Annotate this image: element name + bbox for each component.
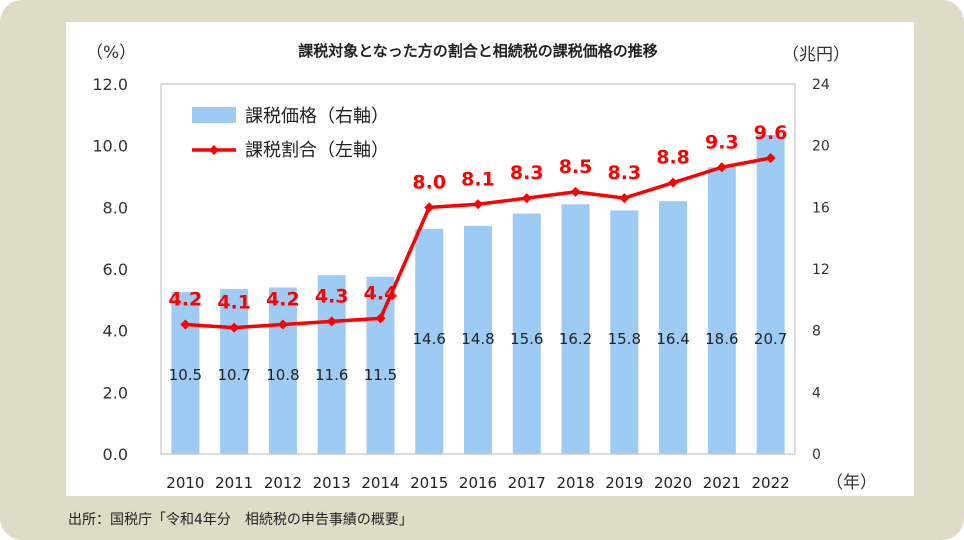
- x-tick-label: 2017: [508, 474, 546, 492]
- line-point-2011: [229, 322, 240, 333]
- chart-title: 課税対象となった方の割合と相続税の課税価格の推移: [298, 42, 658, 60]
- bar-value-label: 10.8: [266, 366, 299, 384]
- line-point-2021: [716, 162, 727, 173]
- bar-2020: [659, 201, 688, 454]
- line-value-label: 9.3: [705, 131, 739, 153]
- bar-2012: [268, 287, 297, 454]
- bar-value-label: 16.4: [656, 330, 689, 348]
- legend-line-label: 課税割合（左軸）: [245, 140, 389, 161]
- bar-value-label: 11.5: [364, 366, 397, 384]
- x-tick-label: 2010: [166, 474, 204, 492]
- x-tick-label: 2015: [410, 474, 448, 492]
- line-point-2016: [473, 199, 483, 210]
- line-value-label: 8.5: [559, 156, 593, 178]
- line-point-2017: [521, 193, 532, 204]
- line-value-label: 8.3: [510, 162, 544, 184]
- line-point-2014: [375, 313, 386, 324]
- bar-2017: [512, 213, 541, 454]
- line-value-label: 8.8: [656, 147, 690, 169]
- bar-2011: [220, 289, 249, 454]
- right-axis-unit: （兆円）: [782, 45, 850, 65]
- left-tick-label: 4.0: [103, 322, 128, 341]
- line-value-label: 4.2: [169, 289, 203, 311]
- legend-line-marker: [209, 145, 219, 155]
- right-tick-label: 8: [812, 324, 821, 340]
- line-value-label: 4.1: [217, 292, 251, 314]
- x-tick-label: 2013: [313, 474, 351, 492]
- x-axis-unit: （年）: [826, 473, 877, 493]
- line-value-label: 9.6: [754, 122, 788, 144]
- line-point-2020: [668, 177, 679, 188]
- bar-2018: [561, 204, 590, 454]
- bar-2013: [317, 275, 346, 454]
- line-point-2019: [619, 193, 630, 204]
- legend-bar-label: 課税価格（右軸）: [245, 106, 389, 127]
- x-tick-label: 2014: [361, 474, 399, 492]
- line-value-label: 4.2: [266, 289, 300, 311]
- x-tick-label: 2019: [605, 474, 643, 492]
- x-tick-label: 2018: [556, 474, 594, 492]
- left-tick-label: 12.0: [92, 75, 128, 94]
- bar-value-label: 14.8: [461, 330, 494, 348]
- bar-value-label: 20.7: [754, 330, 787, 348]
- line-value-label: 8.3: [607, 162, 641, 184]
- bar-value-label: 10.7: [217, 366, 250, 384]
- x-tick-label: 2011: [215, 474, 253, 492]
- left-tick-label: 0.0: [103, 445, 128, 464]
- bar-2015: [415, 228, 444, 454]
- right-tick-label: 16: [812, 200, 830, 216]
- line-point-2015: [424, 202, 435, 213]
- right-tick-label: 12: [812, 262, 830, 278]
- bar-value-label: 10.5: [169, 366, 202, 384]
- right-tick-label: 0: [812, 447, 821, 463]
- bar-2021: [707, 167, 736, 454]
- line-point-2012: [277, 319, 288, 330]
- right-tick-label: 4: [812, 385, 821, 401]
- x-tick-label: 2012: [264, 474, 302, 492]
- left-tick-label: 8.0: [103, 198, 128, 217]
- line-point-2022: [765, 153, 776, 163]
- x-tick-label: 2016: [459, 474, 497, 492]
- x-tick-label: 2020: [654, 474, 692, 492]
- bar-2014: [366, 276, 395, 454]
- x-tick-label: 2021: [703, 474, 741, 492]
- source-note: 出所：国税庁「令和4年分 相続税の申告事績の概要」: [68, 512, 413, 528]
- bar-2016: [464, 225, 492, 454]
- line-point-2013: [326, 316, 337, 327]
- bar-value-label: 18.6: [705, 330, 738, 348]
- legend-bar-swatch: [192, 107, 236, 123]
- right-tick-label: 24: [812, 77, 830, 93]
- bar-value-label: 15.6: [510, 330, 543, 348]
- right-tick-label: 20: [812, 139, 830, 155]
- bar-value-label: 11.6: [315, 366, 348, 384]
- left-axis-unit: （%）: [86, 43, 136, 63]
- x-tick-label: 2022: [752, 474, 790, 492]
- line-value-label: 8.1: [461, 168, 495, 190]
- left-tick-label: 2.0: [103, 383, 128, 402]
- left-tick-label: 10.0: [92, 137, 128, 156]
- line-value-label: 4.3: [315, 285, 349, 307]
- line-value-label: 8.0: [412, 171, 446, 193]
- bar-2019: [610, 210, 639, 454]
- bar-value-label: 15.8: [608, 330, 641, 348]
- line-value-label: 4.4: [364, 282, 398, 304]
- bar-value-label: 16.2: [559, 330, 592, 348]
- bar-2010: [171, 292, 200, 454]
- line-point-2018: [570, 186, 581, 197]
- line-point-2010: [180, 319, 191, 330]
- left-tick-label: 6.0: [103, 260, 128, 279]
- bar-2022: [756, 134, 785, 454]
- chart-panel: 課税対象となった方の割合と相続税の課税価格の推移 （%） （兆円） （年） 0.0 2.0…: [66, 22, 914, 496]
- bar-value-label: 14.6: [413, 330, 446, 348]
- combo-chart: 課税対象となった方の割合と相続税の課税価格の推移 （%） （兆円） （年） 0.0 2.0…: [86, 42, 877, 493]
